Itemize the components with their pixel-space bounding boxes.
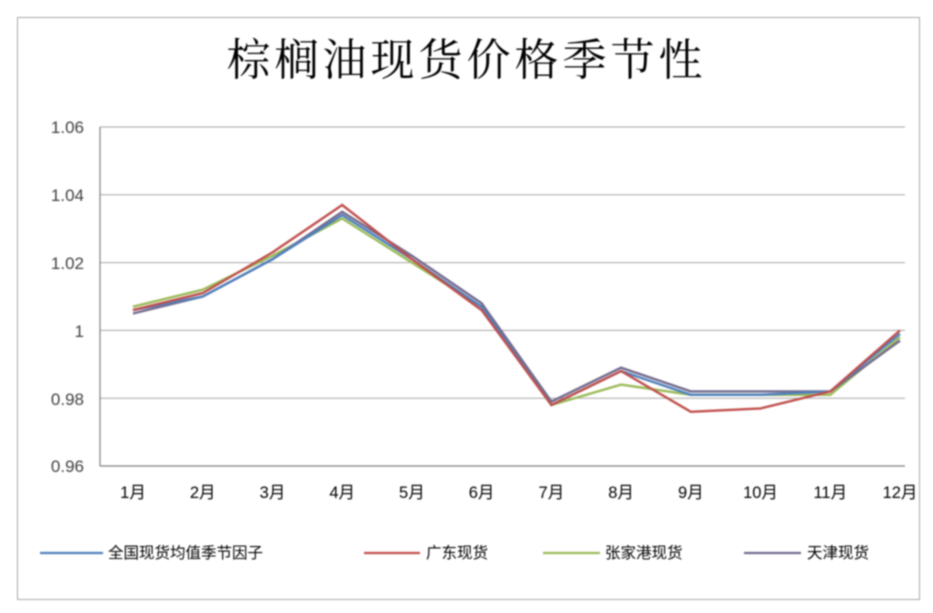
svg-text:1.04: 1.04 [51,186,84,205]
svg-text:全国现货均值季节因子: 全国现货均值季节因子 [108,544,263,562]
svg-text:2月: 2月 [190,484,216,502]
svg-text:天津现货: 天津现货 [807,544,869,562]
svg-text:7月: 7月 [539,484,565,502]
svg-text:广东现货: 广东现货 [426,544,488,562]
svg-text:1: 1 [75,322,84,341]
svg-text:0.96: 0.96 [51,457,84,476]
svg-text:8月: 8月 [608,484,634,502]
svg-text:5月: 5月 [399,484,425,502]
svg-text:9月: 9月 [678,484,704,502]
svg-text:3月: 3月 [260,484,286,502]
svg-text:4月: 4月 [329,484,355,502]
svg-text:0.98: 0.98 [51,390,84,409]
svg-text:1月: 1月 [120,484,146,502]
svg-text:1.06: 1.06 [51,118,84,137]
svg-text:1.02: 1.02 [51,254,84,273]
svg-text:张家港现货: 张家港现货 [605,544,683,562]
svg-text:12月: 12月 [883,484,918,502]
svg-text:10月: 10月 [743,484,778,502]
svg-text:11月: 11月 [813,484,847,502]
svg-text:6月: 6月 [469,484,495,502]
